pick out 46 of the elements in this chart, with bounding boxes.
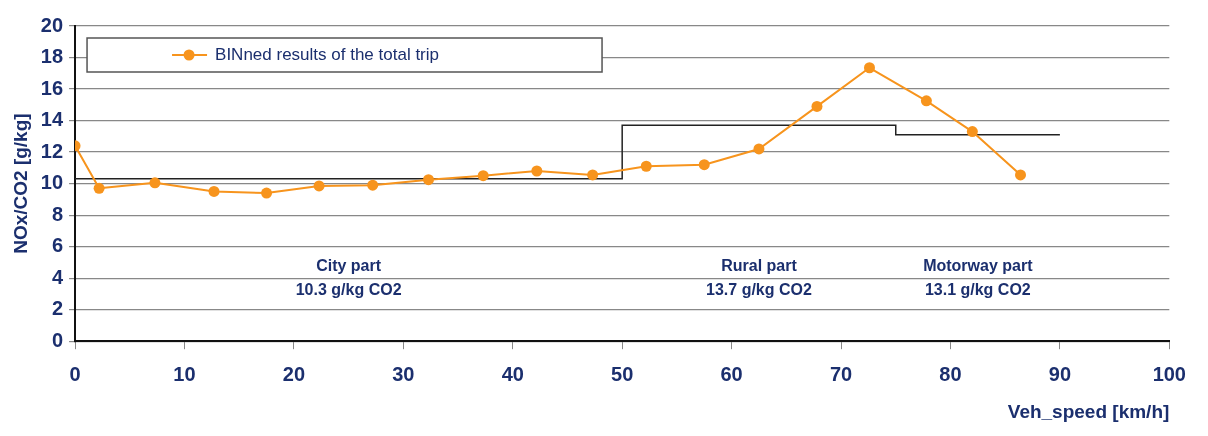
y-tick-label: 2 <box>51 297 64 320</box>
annotation: City part 10.3 g/kg CO2 <box>295 256 402 298</box>
x-tick-label: 70 <box>829 362 853 385</box>
x-tick-label: 30 <box>392 362 415 385</box>
point <box>477 170 489 182</box>
x-tick-label: 90 <box>1048 362 1072 385</box>
x-tick-label: 40 <box>501 362 524 385</box>
point <box>261 187 273 199</box>
point <box>367 179 379 191</box>
point <box>423 174 434 186</box>
y-tick-label: 18 <box>40 45 64 68</box>
point <box>208 185 220 197</box>
point <box>149 177 161 189</box>
y-tick-label: 0 <box>51 328 64 351</box>
point <box>863 62 875 74</box>
point <box>93 182 105 194</box>
y-tick-label: 4 <box>51 265 64 288</box>
y-tick-label: 14 <box>40 108 64 131</box>
point <box>313 180 325 192</box>
y-tick-label: 10 <box>40 171 64 194</box>
point <box>753 143 765 155</box>
x-tick-label: 60 <box>720 362 743 385</box>
x-tick-label: 50 <box>611 362 634 385</box>
y-tick-label: 8 <box>51 202 64 225</box>
y-tick-label: 6 <box>51 234 64 257</box>
x-tick-label: 20 <box>282 362 306 385</box>
annotation: Motorway part 13.1 g/kg CO2 <box>923 256 1034 298</box>
point <box>531 165 543 177</box>
point <box>966 126 978 138</box>
point <box>1014 169 1026 181</box>
point <box>811 100 823 112</box>
point <box>587 169 599 181</box>
point <box>640 160 652 172</box>
y-tick-label: 20 <box>40 13 64 36</box>
point <box>920 95 932 107</box>
x-tick-label: 80 <box>939 362 962 385</box>
x-tick-label: 10 <box>173 362 196 385</box>
annotation: Rural part 13.7 g/kg CO2 <box>706 256 812 298</box>
y-tick-label: 16 <box>40 76 64 99</box>
x-tick-label: 0 <box>69 362 81 385</box>
y-axis-title: NOx/CO2 [g/kg] <box>9 113 31 254</box>
point <box>698 159 710 171</box>
x-tick-label: 100 <box>1152 362 1186 385</box>
legend-label: BINned results of the total trip <box>215 44 439 64</box>
x-axis-title: Veh_speed [km/h] <box>1007 400 1170 422</box>
y-tick-label: 12 <box>40 139 64 162</box>
